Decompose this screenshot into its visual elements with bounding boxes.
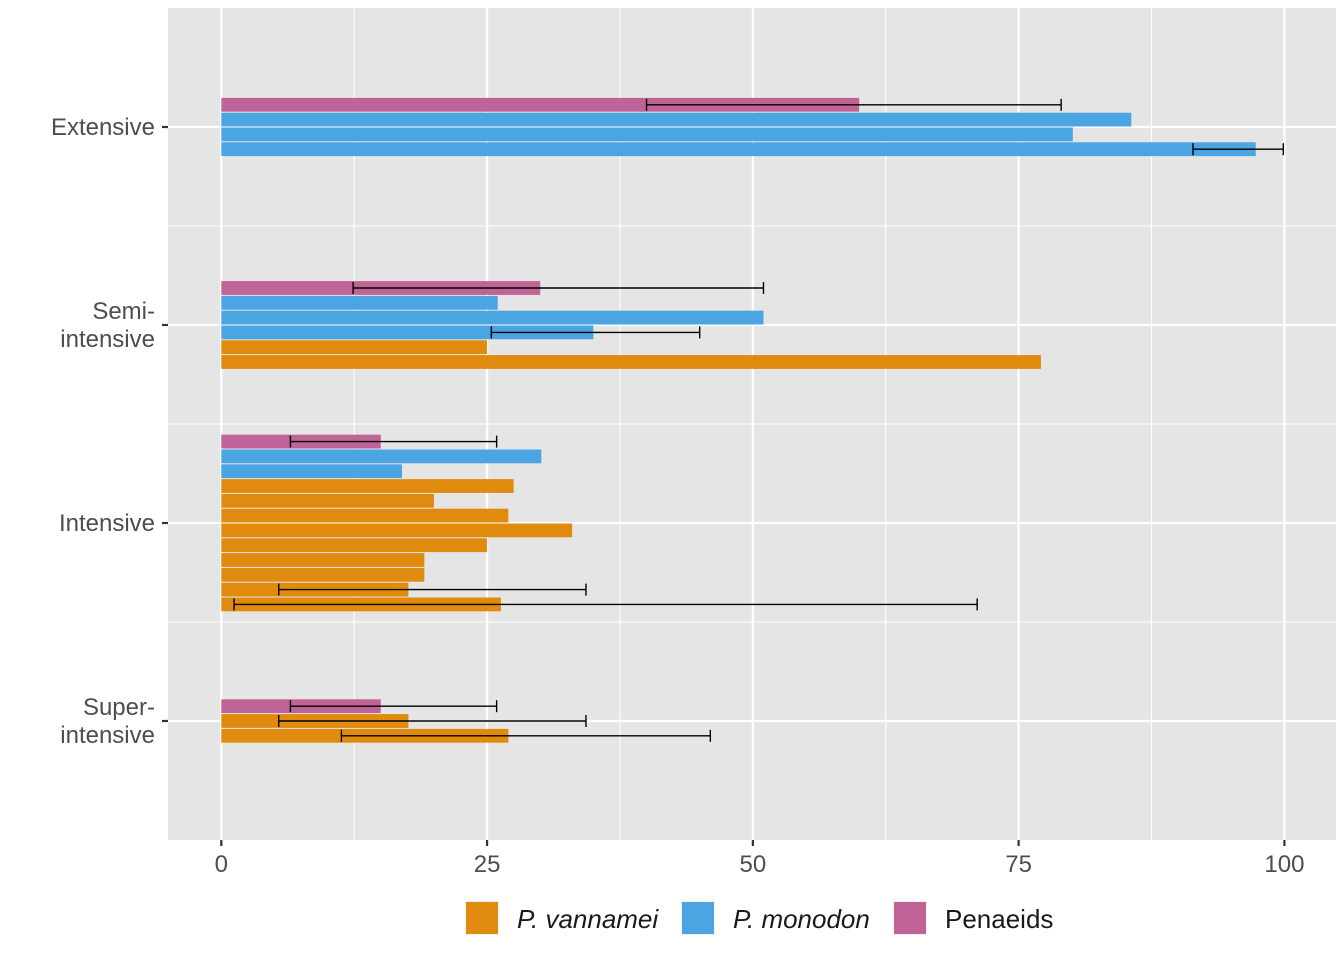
bar-extensive-p-monodon-4 [221, 142, 1256, 157]
legend-swatch-penaeids [894, 902, 926, 934]
error-bar-super-intensive-1 [289, 700, 498, 713]
legend-item-p-vannamei: P. vannamei [465, 901, 659, 935]
legend-item-p-monodon: P. monodon [681, 901, 870, 935]
y-tick-label-line: Semi- [92, 298, 155, 325]
y-tick-label-super-intensive: Super-intensive [60, 694, 155, 749]
x-tick-label-50: 50 [739, 851, 766, 878]
legend-swatch-p-vannamei [466, 902, 498, 934]
bar-intensive-p-monodon-2 [221, 449, 542, 464]
bars [221, 97, 1256, 743]
legend-label-p-monodon: P. monodon [733, 904, 870, 934]
error-bar-super-intensive-2 [278, 715, 587, 727]
y-tick-label-semi-intensive: Semi-intensive [60, 298, 155, 353]
error-bar-super-intensive-3 [340, 729, 712, 742]
legend-label-p-vannamei: P. vannamei [517, 904, 659, 934]
bar-intensive-p-vannamei-6 [221, 508, 509, 523]
y-tick-label-line: intensive [60, 722, 155, 749]
x-axis: 0 25 50 75 100 [215, 840, 1304, 878]
x-tick-label-75: 75 [1005, 851, 1032, 878]
error-bar-intensive-12 [233, 598, 978, 611]
y-tick-label-extensive: Extensive [51, 114, 155, 141]
bar-intensive-p-vannamei-5 [221, 493, 434, 508]
bar-extensive-p-monodon-3 [221, 127, 1073, 142]
bar-intensive-p-vannamei-7 [221, 523, 573, 538]
x-tick-label-25: 25 [474, 851, 501, 878]
error-bar-extensive-1 [645, 98, 1062, 111]
bar-intensive-p-vannamei-8 [221, 538, 488, 553]
y-tick-label-line: Super- [83, 694, 155, 721]
bar-intensive-p-vannamei-9 [221, 553, 425, 567]
bar-semi-intensive-p-vannamei-6 [221, 355, 1041, 369]
y-tick-label-line: Extensive [51, 114, 155, 141]
x-tick-label-0: 0 [215, 851, 228, 878]
legend-label-penaeids: Penaeids [945, 904, 1053, 934]
bar-semi-intensive-p-monodon-4 [221, 325, 594, 340]
y-tick-label-line: Intensive [59, 510, 155, 537]
bar-semi-intensive-p-vannamei-5 [221, 340, 488, 355]
error-bar-intensive-1 [289, 435, 498, 448]
bar-intensive-p-vannamei-4 [221, 479, 514, 493]
error-bar-intensive-11 [278, 583, 587, 596]
error-bar-semi-intensive-4 [490, 326, 701, 339]
bar-semi-intensive-p-monodon-2 [221, 295, 498, 310]
error-bar-semi-intensive-1 [352, 282, 765, 294]
error-bar-extensive-4 [1192, 143, 1285, 156]
y-axis: Extensive Semi-intensive Intensive Super-in… [51, 114, 168, 749]
error-bars [233, 98, 1285, 742]
legend: P. vannamei P. monodon Penaeids [465, 901, 1053, 935]
legend-swatch-p-monodon [682, 902, 714, 934]
legend-item-penaeids: Penaeids [893, 901, 1053, 935]
bar-intensive-p-monodon-3 [221, 464, 403, 479]
bar-intensive-p-vannamei-10 [221, 567, 425, 582]
bar-semi-intensive-p-monodon-3 [221, 310, 764, 325]
x-tick-label-100: 100 [1264, 851, 1304, 878]
bar-extensive-p-monodon-2 [221, 112, 1132, 127]
y-tick-label-line: intensive [60, 326, 155, 353]
y-tick-label-intensive: Intensive [59, 510, 155, 537]
bar-extensive-penaeids-1 [221, 97, 860, 112]
